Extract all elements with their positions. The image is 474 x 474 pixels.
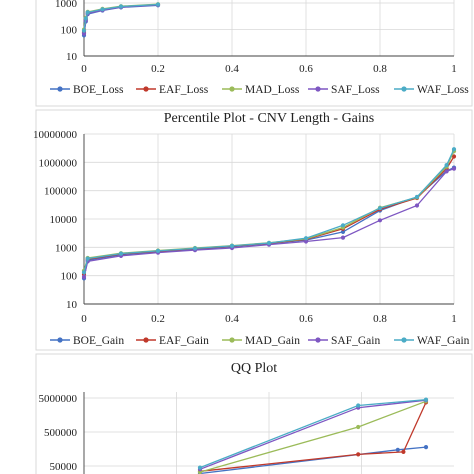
legend-marker-waf-gain <box>401 337 407 343</box>
legend-label-mad-gain: MAD_Gain <box>245 335 300 347</box>
data-point-waf-gain <box>118 251 124 256</box>
x-tick-label: 0.4 <box>225 63 239 75</box>
x-tick-label: 1 <box>451 63 457 75</box>
chart-title-qq: QQ Plot <box>231 361 277 376</box>
y-tick-label: 100 <box>61 25 78 37</box>
data-point-eaf-gain <box>451 154 457 159</box>
data-point-saf-gain <box>303 239 309 244</box>
y-tick-label: 10000000 <box>33 129 78 141</box>
data-point-waf-gain <box>414 194 420 200</box>
data-point-waf-loss <box>81 28 87 33</box>
gain-chart-panel <box>35 109 473 351</box>
legend-marker-mad-loss <box>229 86 235 92</box>
legend-marker-waf-loss <box>401 86 407 92</box>
y-tick-label: 5000000 <box>39 393 78 405</box>
data-point-saf-gain <box>377 218 383 223</box>
x-tick-label: 0.6 <box>299 63 313 75</box>
y-tick-label: 50000 <box>50 461 78 473</box>
data-point-waf-gain <box>303 236 309 241</box>
legend-label-waf-gain: WAF_Gain <box>417 335 470 347</box>
data-point-waf-gain <box>81 270 87 275</box>
y-tick-label: 1000 <box>55 242 78 254</box>
legend-marker-eaf-loss <box>143 86 149 92</box>
chart-title-gains: Percentile Plot - CNV Length - Gains <box>164 111 375 126</box>
data-point-waf-gain <box>451 147 457 152</box>
data-point-saf-gain <box>81 274 87 280</box>
data-point-waf-loss <box>85 10 90 15</box>
legend-label-boe-gain: BOE_Gain <box>73 335 124 347</box>
legend-label-waf-loss: WAF_Loss <box>417 84 469 96</box>
legend-marker-eaf-gain <box>143 337 149 343</box>
x-tick-label: 1 <box>451 313 457 325</box>
y-tick-label: 1000 <box>55 0 78 10</box>
legend-label-mad-loss: MAD_Loss <box>245 84 300 96</box>
data-point-waf-gain <box>229 243 235 248</box>
y-tick-label: 1000000 <box>39 157 78 169</box>
y-tick-label: 10000 <box>50 214 78 226</box>
qq-chart-panel <box>35 353 473 474</box>
data-point-waf-loss <box>100 7 105 12</box>
legend-label-saf-gain: SAF_Gain <box>331 335 380 347</box>
qq-series-line-2 <box>199 402 427 472</box>
x-tick-label: 0.8 <box>373 313 387 325</box>
qq-data-point-5 <box>423 397 429 402</box>
data-point-waf-gain <box>340 223 346 228</box>
data-point-saf-gain <box>340 235 346 240</box>
x-tick-label: 0.2 <box>151 313 165 325</box>
y-tick-label: 10 <box>66 51 78 63</box>
qq-data-point-2 <box>401 449 406 454</box>
legend-marker-saf-loss <box>315 86 321 92</box>
data-point-waf-gain <box>85 256 90 261</box>
data-point-boe-gain <box>340 229 346 234</box>
x-tick-label: 0.8 <box>373 63 387 75</box>
y-tick-label: 500000 <box>44 427 78 439</box>
y-tick-label: 100 <box>61 271 78 283</box>
data-point-waf-loss <box>155 2 161 7</box>
data-point-saf-gain <box>451 166 457 171</box>
x-tick-label: 0.6 <box>299 313 313 325</box>
qq-data-point-5 <box>197 465 203 470</box>
data-point-waf-gain <box>377 206 383 211</box>
legend-label-boe-loss: BOE_Loss <box>73 84 124 96</box>
data-point-waf-gain <box>192 246 198 251</box>
qq-data-point-2 <box>356 452 361 457</box>
data-point-saf-gain <box>414 203 420 208</box>
legend-label-saf-loss: SAF_Loss <box>331 84 380 96</box>
data-point-waf-loss <box>118 4 124 9</box>
y-tick-label: 10 <box>66 299 78 311</box>
qq-data-point-3 <box>356 424 361 430</box>
data-point-waf-gain <box>444 163 449 168</box>
data-point-saf-gain <box>444 169 449 174</box>
qq-data-point-5 <box>356 403 361 408</box>
x-tick-label: 0 <box>81 313 87 325</box>
x-tick-label: 0 <box>81 63 87 75</box>
legend-marker-boe-loss <box>57 86 63 92</box>
data-point-saf-loss <box>81 31 87 36</box>
data-point-waf-gain <box>266 240 272 246</box>
data-point-waf-loss <box>83 16 88 21</box>
legend-marker-boe-gain <box>57 337 63 343</box>
legend-label-eaf-gain: EAF_Gain <box>159 335 209 347</box>
x-tick-label: 0.2 <box>151 63 165 75</box>
qq-data-point-1 <box>423 445 429 450</box>
legend-marker-saf-gain <box>315 337 321 343</box>
data-point-waf-gain <box>155 248 161 253</box>
x-tick-label: 0.4 <box>225 313 239 325</box>
qq-data-point-1 <box>395 447 400 452</box>
legend-label-eaf-loss: EAF_Loss <box>159 84 209 96</box>
legend-marker-mad-gain <box>229 337 235 343</box>
y-tick-label: 100000 <box>44 186 78 198</box>
